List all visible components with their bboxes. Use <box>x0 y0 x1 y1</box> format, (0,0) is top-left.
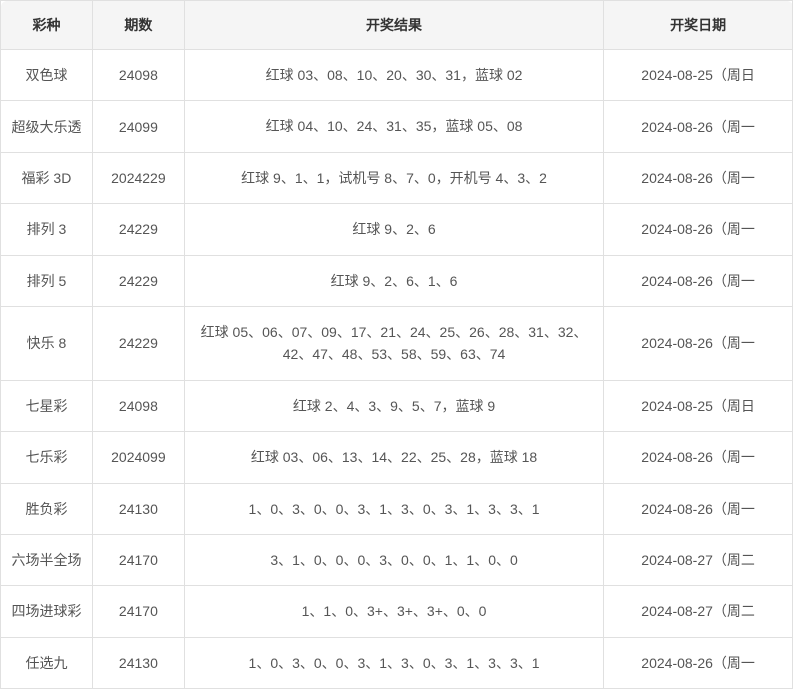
col-header-result: 开奖结果 <box>184 1 603 50</box>
cell-draw-result: 1、0、3、0、0、3、1、3、0、3、1、3、3、1 <box>184 637 603 688</box>
cell-issue-number: 24130 <box>92 637 184 688</box>
table-row: 快乐 824229红球 05、06、07、09、17、21、24、25、26、2… <box>1 306 793 380</box>
cell-draw-result: 红球 05、06、07、09、17、21、24、25、26、28、31、32、4… <box>184 306 603 380</box>
table-row: 七乐彩2024099红球 03、06、13、14、22、25、28，蓝球 182… <box>1 432 793 483</box>
cell-issue-number: 24099 <box>92 101 184 152</box>
cell-lottery-type: 排列 5 <box>1 255 93 306</box>
cell-issue-number: 24130 <box>92 483 184 534</box>
cell-lottery-type: 任选九 <box>1 637 93 688</box>
cell-draw-date: 2024-08-25（周日 <box>604 380 793 431</box>
cell-lottery-type: 双色球 <box>1 50 93 101</box>
lottery-results-table: 彩种 期数 开奖结果 开奖日期 双色球24098红球 03、08、10、20、3… <box>0 0 793 689</box>
table-header-row: 彩种 期数 开奖结果 开奖日期 <box>1 1 793 50</box>
cell-draw-date: 2024-08-26（周一 <box>604 101 793 152</box>
cell-draw-date: 2024-08-26（周一 <box>604 152 793 203</box>
cell-lottery-type: 七乐彩 <box>1 432 93 483</box>
col-header-type: 彩种 <box>1 1 93 50</box>
cell-draw-date: 2024-08-27（周二 <box>604 586 793 637</box>
cell-lottery-type: 胜负彩 <box>1 483 93 534</box>
cell-issue-number: 2024099 <box>92 432 184 483</box>
cell-issue-number: 24170 <box>92 534 184 585</box>
cell-issue-number: 24098 <box>92 380 184 431</box>
col-header-date: 开奖日期 <box>604 1 793 50</box>
table-row: 胜负彩241301、0、3、0、0、3、1、3、0、3、1、3、3、12024-… <box>1 483 793 534</box>
cell-draw-date: 2024-08-27（周二 <box>604 534 793 585</box>
cell-draw-date: 2024-08-25（周日 <box>604 50 793 101</box>
cell-issue-number: 24098 <box>92 50 184 101</box>
cell-lottery-type: 福彩 3D <box>1 152 93 203</box>
cell-issue-number: 24229 <box>92 204 184 255</box>
cell-draw-result: 红球 9、2、6、1、6 <box>184 255 603 306</box>
cell-lottery-type: 四场进球彩 <box>1 586 93 637</box>
cell-issue-number: 24229 <box>92 255 184 306</box>
table-row: 排列 324229红球 9、2、62024-08-26（周一 <box>1 204 793 255</box>
table-row: 超级大乐透24099红球 04、10、24、31、35，蓝球 05、082024… <box>1 101 793 152</box>
cell-lottery-type: 超级大乐透 <box>1 101 93 152</box>
table-row: 排列 524229红球 9、2、6、1、62024-08-26（周一 <box>1 255 793 306</box>
cell-draw-date: 2024-08-26（周一 <box>604 204 793 255</box>
cell-draw-date: 2024-08-26（周一 <box>604 483 793 534</box>
cell-draw-result: 红球 9、2、6 <box>184 204 603 255</box>
cell-draw-date: 2024-08-26（周一 <box>604 637 793 688</box>
cell-draw-result: 红球 03、06、13、14、22、25、28，蓝球 18 <box>184 432 603 483</box>
cell-issue-number: 24170 <box>92 586 184 637</box>
cell-lottery-type: 六场半全场 <box>1 534 93 585</box>
table-row: 七星彩24098红球 2、4、3、9、5、7，蓝球 92024-08-25（周日 <box>1 380 793 431</box>
cell-draw-result: 红球 9、1、1，试机号 8、7、0，开机号 4、3、2 <box>184 152 603 203</box>
cell-lottery-type: 排列 3 <box>1 204 93 255</box>
cell-draw-result: 3、1、0、0、0、3、0、0、1、1、0、0 <box>184 534 603 585</box>
cell-issue-number: 2024229 <box>92 152 184 203</box>
table-row: 任选九241301、0、3、0、0、3、1、3、0、3、1、3、3、12024-… <box>1 637 793 688</box>
cell-draw-result: 红球 03、08、10、20、30、31，蓝球 02 <box>184 50 603 101</box>
cell-issue-number: 24229 <box>92 306 184 380</box>
table-row: 六场半全场241703、1、0、0、0、3、0、0、1、1、0、02024-08… <box>1 534 793 585</box>
col-header-issue: 期数 <box>92 1 184 50</box>
cell-draw-date: 2024-08-26（周一 <box>604 255 793 306</box>
table-body: 双色球24098红球 03、08、10、20、30、31，蓝球 022024-0… <box>1 50 793 689</box>
cell-draw-result: 红球 04、10、24、31、35，蓝球 05、08 <box>184 101 603 152</box>
cell-draw-result: 红球 2、4、3、9、5、7，蓝球 9 <box>184 380 603 431</box>
cell-lottery-type: 七星彩 <box>1 380 93 431</box>
cell-draw-result: 1、0、3、0、0、3、1、3、0、3、1、3、3、1 <box>184 483 603 534</box>
table-row: 福彩 3D2024229红球 9、1、1，试机号 8、7、0，开机号 4、3、2… <box>1 152 793 203</box>
cell-draw-result: 1、1、0、3+、3+、3+、0、0 <box>184 586 603 637</box>
cell-draw-date: 2024-08-26（周一 <box>604 432 793 483</box>
cell-lottery-type: 快乐 8 <box>1 306 93 380</box>
table-row: 四场进球彩241701、1、0、3+、3+、3+、0、02024-08-27（周… <box>1 586 793 637</box>
table-row: 双色球24098红球 03、08、10、20、30、31，蓝球 022024-0… <box>1 50 793 101</box>
cell-draw-date: 2024-08-26（周一 <box>604 306 793 380</box>
